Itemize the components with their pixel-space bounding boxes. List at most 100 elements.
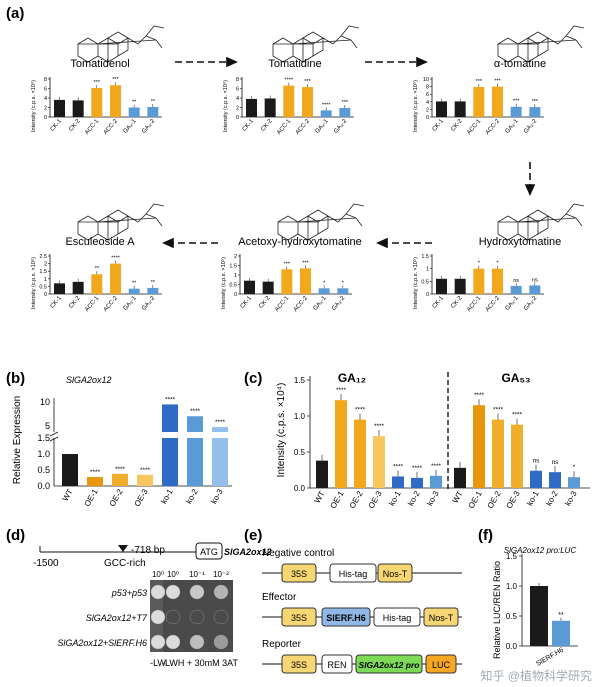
y-tick-label: 8 [426, 85, 429, 91]
y-tick-label: 6 [44, 87, 47, 93]
his-tag-box [329, 563, 377, 583]
panel-b-expression-chart: SlGA2ox12 Relative Expression 0.0 0.5 1.… [12, 375, 232, 508]
side-chain-path [145, 203, 165, 227]
compound-block-tomatidine: Tomatidine 0 2 4 6 8 Intensity (c.p.s. ×10⁵) C… [222, 25, 360, 136]
bar [87, 477, 103, 486]
significance-label: **** [115, 466, 126, 473]
significance-label: ** [558, 612, 564, 619]
x-tick-label: ACC-2 [103, 295, 120, 313]
y-tick-label: 0.0 [294, 484, 306, 493]
x-tick-label: ko-1 [159, 487, 175, 505]
side-chain-path [340, 25, 360, 49]
bar [454, 278, 466, 294]
x-tick-label: CK-1 [240, 295, 254, 310]
y-tick-label: 1.0 [506, 582, 518, 591]
bar [110, 263, 121, 294]
group-title-ga12: GA₁₂ [338, 371, 366, 385]
panel-e-constructs: Negative control Effector Reporter 35S H… [262, 548, 462, 674]
significance-label: *** [94, 80, 101, 86]
significance-label: *** [494, 79, 501, 85]
significance-label: ns [513, 278, 519, 284]
significance-label: **** [140, 467, 151, 474]
y-tick-label: 0 [234, 292, 237, 298]
x-tick-label: WT [451, 489, 465, 504]
bar [530, 586, 548, 646]
bar [244, 280, 255, 294]
bar [212, 427, 228, 432]
box-label: 35S [291, 569, 307, 579]
y-tick-label: 2 [44, 106, 47, 112]
dilution-label: 10⁻² [213, 570, 229, 579]
compound-name: α-tomatine [494, 58, 546, 70]
x-tick-label: ko-2 [184, 487, 200, 505]
y-tick-label: 1.5 [229, 264, 237, 270]
group-title-ga53: GA₅₃ [501, 371, 530, 385]
significance-label: *** [284, 261, 291, 267]
significance-label: * [573, 464, 576, 471]
box-label: LUC [432, 660, 451, 670]
significance-label: *** [302, 260, 309, 266]
bar [72, 281, 84, 294]
y-tick-label: 4 [44, 96, 47, 102]
x-tick-label: ko-1 [387, 489, 403, 507]
significance-label: *** [112, 77, 119, 83]
y-tick-label: 2 [426, 107, 429, 113]
bar-chart: 0 24 68 10 Intensity (c.p.s. ×10⁵) CK-1 CK-2 **… [412, 77, 544, 136]
bar [300, 268, 311, 294]
x-tick-label: OE-2 [108, 487, 125, 508]
x-tick-label: OE-3 [133, 487, 150, 508]
y-tick-label: 10 [423, 77, 429, 83]
y-axis-label: Intensity (c.p.s. ×10⁵) [30, 80, 37, 132]
tick-label: 5 [45, 421, 50, 431]
molecule-structure-icon [272, 25, 360, 63]
x-tick-label: GA₃-1 [505, 295, 521, 312]
compound-block-acetoxy-hydroxytomatine: Acetoxy-hydroxytomatine 0 0.5 1 1.5 2 Intensi… [220, 203, 365, 313]
bar [162, 404, 178, 432]
yeast-spot-grid [150, 580, 233, 652]
arrowhead-icon [162, 237, 174, 249]
x-tick-label: ko-3 [209, 487, 225, 505]
compound-name: Tomatidine [268, 58, 321, 70]
panel-d-y1h: -718 bp GCC-rich -1500 ATG SlGA2ox12 10⁰… [33, 542, 272, 668]
bar [283, 85, 295, 117]
terminator-box [423, 607, 459, 627]
x-tick-label: ACC-1 [466, 118, 483, 136]
x-tick-label: ACC-2 [485, 295, 502, 313]
skeleton-path [497, 209, 577, 241]
ren-box [321, 654, 353, 674]
significance-label: *** [342, 100, 349, 106]
promoter-35s-box [281, 563, 317, 583]
gene-name: SlGA2ox12 [66, 375, 112, 385]
bar [392, 476, 404, 488]
y-tick-label: 1.5 [39, 269, 47, 275]
significance-label: *** [532, 99, 539, 105]
bar [436, 101, 447, 117]
box-label: His-tag [339, 569, 368, 579]
y-tick-label: 0 [44, 115, 47, 121]
yeast-spot [150, 584, 166, 600]
tick-label: 0.5 [37, 465, 50, 475]
box-label: SlGA2ox12 pro [359, 660, 420, 670]
x-tick-label: WT [313, 489, 327, 504]
y-tick-label: 0 [236, 115, 239, 121]
x-tick-label: CK-2 [450, 118, 464, 133]
y-tick-label: 1.0 [294, 412, 306, 421]
y-tick-label: 0 [44, 292, 47, 298]
target-promoter-box [355, 654, 423, 674]
molecule-structure-icon [497, 25, 585, 63]
significance-label: ns [533, 458, 541, 465]
side-chain-path [565, 203, 585, 227]
bar [147, 287, 159, 294]
media-label: -LWH + 30mM 3AT [162, 658, 238, 668]
arrowhead-icon [376, 237, 388, 249]
x-tick-label: ko-2 [544, 489, 560, 507]
bar [454, 467, 466, 488]
x-tick-label: OE-1 [467, 489, 484, 510]
bar [147, 107, 159, 117]
x-tick-label: GA₃-1 [123, 118, 139, 135]
y-tick-label: 2 [44, 262, 47, 268]
bar [552, 620, 570, 646]
